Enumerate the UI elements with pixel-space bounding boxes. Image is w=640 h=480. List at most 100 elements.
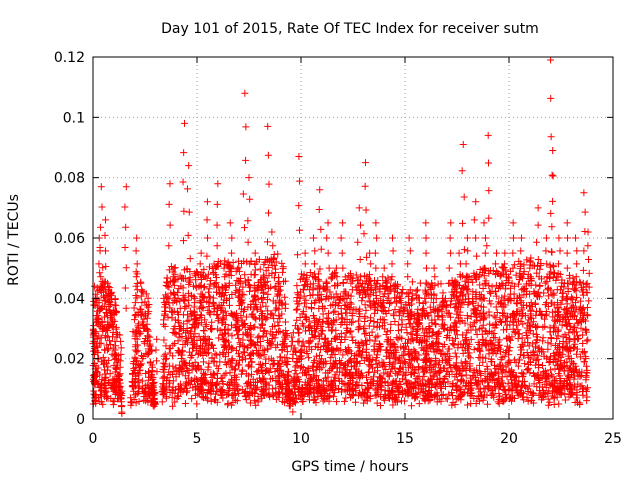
data-point [141, 298, 149, 306]
data-point [510, 318, 518, 326]
data-point [466, 321, 474, 329]
y-tick-label: 0.12 [54, 50, 85, 66]
data-point [523, 256, 531, 264]
data-point [256, 352, 264, 360]
y-tick-label: 0.06 [54, 231, 85, 247]
data-point [472, 306, 480, 314]
data-point [508, 333, 516, 341]
data-point [357, 372, 365, 380]
data-point [422, 290, 430, 298]
data-point [369, 364, 377, 372]
data-point [257, 312, 265, 320]
data-point [329, 359, 337, 367]
data-point [226, 294, 234, 302]
data-point [130, 304, 138, 312]
data-point [249, 313, 257, 321]
data-point [291, 398, 299, 406]
data-point [473, 252, 481, 260]
data-point [439, 289, 447, 297]
data-point [504, 380, 512, 388]
data-point [563, 375, 571, 383]
data-point [278, 345, 286, 353]
data-point [249, 310, 257, 318]
data-point [241, 389, 249, 397]
data-point [182, 388, 190, 396]
data-point [246, 336, 254, 344]
data-point [100, 360, 108, 368]
data-point [283, 361, 291, 369]
data-point [224, 326, 232, 334]
data-point [380, 369, 388, 377]
data-point [153, 335, 161, 343]
data-point [133, 357, 141, 365]
data-point [456, 281, 464, 289]
data-point [556, 384, 564, 392]
data-point [554, 312, 562, 320]
data-point [291, 382, 299, 390]
data-point [482, 354, 490, 362]
data-point [538, 311, 546, 319]
y-axis-label: ROTI / TECUs [6, 194, 22, 286]
data-point [178, 274, 186, 282]
data-point [216, 350, 224, 358]
data-point [127, 394, 135, 402]
data-point [182, 303, 190, 311]
data-point [406, 362, 414, 370]
data-point [462, 358, 470, 366]
data-point [458, 372, 466, 380]
data-point [542, 234, 550, 242]
data-point [185, 301, 193, 309]
data-point [366, 380, 374, 388]
data-point [467, 389, 475, 397]
data-point [422, 249, 430, 257]
data-point [196, 281, 204, 289]
data-point [276, 327, 284, 335]
data-point [200, 394, 208, 402]
data-point [492, 350, 500, 358]
data-point [565, 329, 573, 337]
data-point [491, 345, 499, 353]
data-point [472, 379, 480, 387]
data-point [208, 265, 216, 273]
data-point [210, 308, 218, 316]
data-point [184, 296, 192, 304]
data-point [386, 347, 394, 355]
data-point [482, 375, 490, 383]
data-point [170, 307, 178, 315]
data-point [160, 366, 168, 374]
data-point [517, 273, 525, 281]
data-point [462, 367, 470, 375]
data-point [555, 234, 563, 242]
data-point [502, 266, 510, 274]
data-point [246, 287, 254, 295]
data-point [347, 279, 355, 287]
data-point [270, 262, 278, 270]
data-point [419, 387, 427, 395]
data-point [467, 326, 475, 334]
data-point [487, 358, 495, 366]
data-point [534, 256, 542, 264]
data-point [362, 306, 370, 314]
data-point [333, 398, 341, 406]
x-tick-label: 25 [604, 431, 622, 447]
data-point [370, 317, 378, 325]
data-point [236, 286, 244, 294]
data-point [387, 286, 395, 294]
data-point [304, 364, 312, 372]
data-point [90, 350, 98, 358]
data-point [422, 326, 430, 334]
data-point [159, 359, 167, 367]
data-point [188, 361, 196, 369]
data-point [389, 351, 397, 359]
data-point [257, 275, 265, 283]
data-point [359, 342, 367, 350]
data-point [298, 342, 306, 350]
data-point [201, 335, 209, 343]
data-point [198, 276, 206, 284]
data-point [199, 272, 207, 280]
data-point [235, 264, 243, 272]
data-point [567, 296, 575, 304]
data-point [363, 394, 371, 402]
data-point [364, 389, 372, 397]
data-point [439, 356, 447, 364]
